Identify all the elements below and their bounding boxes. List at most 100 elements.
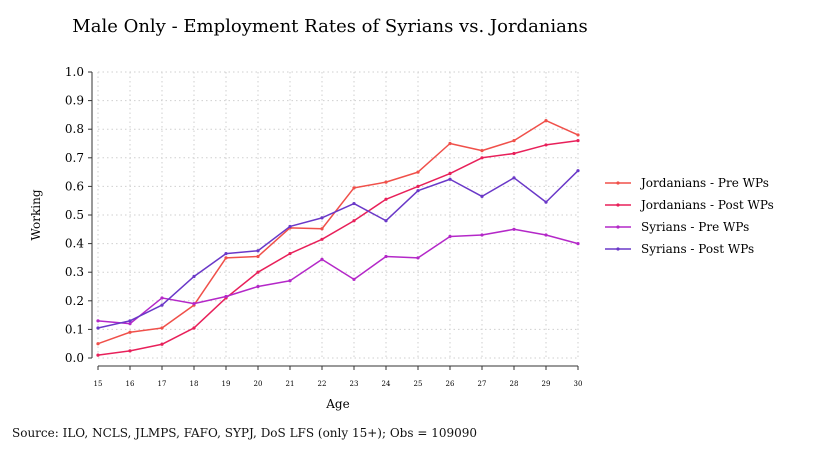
x-tick-label: 27 (478, 380, 487, 388)
data-point (416, 185, 419, 188)
legend-item: Syrians - Post WPs (605, 242, 754, 256)
y-tick-label: 1.0 (65, 65, 84, 79)
data-point (512, 139, 515, 142)
x-tick-label: 23 (350, 380, 359, 388)
series-line (98, 171, 578, 328)
y-tick-label: 0.6 (65, 179, 84, 193)
data-point (160, 343, 163, 346)
legend-marker (616, 225, 619, 228)
data-point (576, 133, 579, 136)
data-point (96, 319, 99, 322)
data-point (288, 225, 291, 228)
data-point (544, 201, 547, 204)
source-note: Source: ILO, NCLS, JLMPS, FAFO, SYPJ, Do… (12, 426, 477, 440)
data-point (448, 235, 451, 238)
data-point (192, 275, 195, 278)
legend-label: Syrians - Pre WPs (641, 220, 749, 234)
x-tick-label: 26 (446, 380, 455, 388)
data-point (128, 349, 131, 352)
data-point (96, 342, 99, 345)
data-point (160, 296, 163, 299)
data-point (224, 256, 227, 259)
x-axis-label: Age (325, 397, 349, 411)
data-point (320, 258, 323, 261)
y-tick-label: 0.7 (65, 151, 84, 165)
y-tick-label: 0.2 (65, 294, 84, 308)
legend-marker (616, 181, 619, 184)
data-point (320, 238, 323, 241)
data-point (384, 198, 387, 201)
legend-item: Jordanians - Post WPs (605, 198, 774, 212)
y-axis-label: Working (29, 189, 43, 240)
y-tick-label: 0.9 (65, 94, 84, 108)
x-tick-label: 18 (190, 380, 199, 388)
x-tick-label: 22 (318, 380, 327, 388)
data-point (512, 228, 515, 231)
data-point (256, 249, 259, 252)
data-point (544, 119, 547, 122)
data-point (576, 242, 579, 245)
series-3 (96, 169, 579, 330)
data-point (224, 252, 227, 255)
legend-label: Jordanians - Pre WPs (639, 176, 769, 190)
data-point (544, 143, 547, 146)
data-point (128, 322, 131, 325)
y-tick-label: 0.0 (65, 351, 84, 365)
data-point (192, 302, 195, 305)
data-point (576, 139, 579, 142)
legend-label: Syrians - Post WPs (641, 242, 754, 256)
y-tick-label: 0.3 (65, 265, 84, 279)
y-tick-label: 0.4 (65, 237, 84, 251)
data-point (480, 156, 483, 159)
data-point (96, 326, 99, 329)
data-point (288, 252, 291, 255)
data-point (160, 303, 163, 306)
legend-marker (616, 247, 619, 250)
y-tick-label: 0.1 (65, 322, 84, 336)
legend-item: Jordanians - Pre WPs (605, 176, 769, 190)
x-tick-label: 20 (254, 380, 263, 388)
data-point (320, 227, 323, 230)
x-tick-label: 28 (510, 380, 519, 388)
series-0 (96, 119, 579, 345)
x-tick-label: 30 (574, 380, 583, 388)
data-point (256, 255, 259, 258)
legend-label: Jordanians - Post WPs (639, 198, 774, 212)
grid (98, 72, 578, 358)
data-point (384, 255, 387, 258)
data-point (320, 216, 323, 219)
data-point (352, 202, 355, 205)
x-tick-label: 29 (542, 380, 551, 388)
x-tick-label: 16 (126, 380, 135, 388)
data-point (448, 142, 451, 145)
data-point (256, 285, 259, 288)
chart: Male Only - Employment Rates of Syrians … (0, 0, 813, 452)
x-tick-label: 15 (94, 380, 103, 388)
data-point (544, 233, 547, 236)
data-point (384, 181, 387, 184)
legend-item: Syrians - Pre WPs (605, 220, 749, 234)
data-point (352, 186, 355, 189)
series-1 (96, 139, 579, 357)
data-point (192, 326, 195, 329)
data-point (352, 278, 355, 281)
series-layer (96, 119, 579, 357)
legend: Jordanians - Pre WPs Jordanians - Post WP… (605, 176, 774, 256)
x-tick-label: 17 (158, 380, 167, 388)
x-tick-label: 19 (222, 380, 231, 388)
data-point (480, 149, 483, 152)
data-point (512, 152, 515, 155)
data-point (448, 172, 451, 175)
data-point (512, 176, 515, 179)
data-point (128, 319, 131, 322)
data-point (416, 189, 419, 192)
data-point (448, 178, 451, 181)
data-point (288, 279, 291, 282)
data-point (480, 195, 483, 198)
data-point (384, 219, 387, 222)
series-2 (96, 228, 579, 326)
x-tick-label: 25 (414, 380, 423, 388)
data-point (416, 171, 419, 174)
y-tick-label: 0.5 (65, 208, 84, 222)
data-point (96, 354, 99, 357)
